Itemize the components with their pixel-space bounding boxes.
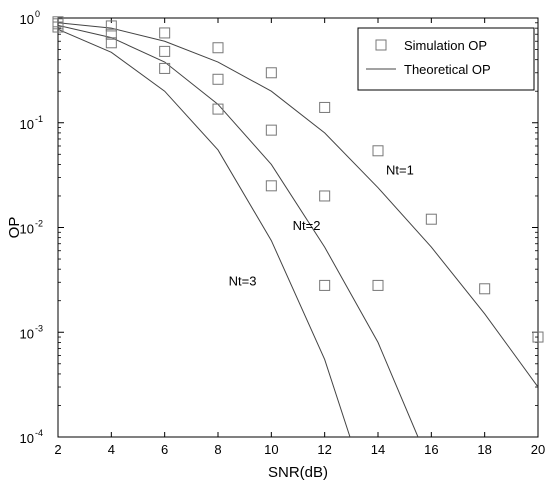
y-tick-label-exponent: 0 (35, 9, 40, 19)
simulation-marker (265, 67, 277, 79)
simulation-markers (52, 16, 544, 343)
simulation-marker (265, 180, 277, 192)
simulation-marker (105, 20, 117, 32)
y-tick-label-base: 10 (20, 12, 34, 27)
theoretical-line-nt-2 (58, 24, 419, 437)
simulation-marker (319, 101, 331, 113)
simulation-marker (212, 73, 224, 85)
x-tick-label: 14 (371, 442, 385, 457)
simulation-marker (159, 45, 171, 57)
legend-label: Simulation OP (404, 38, 487, 53)
y-tick-label-base: 10 (20, 326, 34, 341)
theoretical-line-nt-3 (58, 28, 351, 437)
y-tick-label-exponent: -4 (35, 428, 43, 438)
simulation-marker (425, 213, 437, 225)
simulation-marker (319, 190, 331, 202)
simulation-marker (105, 37, 117, 49)
simulation-marker (52, 21, 64, 33)
y-tick-label-base: 10 (20, 117, 34, 132)
x-axis-title: SNR(dB) (268, 464, 328, 481)
simulation-marker (372, 145, 384, 157)
x-tick-label: 18 (477, 442, 491, 457)
legend-square-marker (375, 39, 387, 51)
theoretical-curves (58, 22, 538, 437)
simulation-marker (265, 124, 277, 136)
simulation-marker (212, 103, 224, 115)
y-tick-label-base: 10 (20, 431, 34, 446)
simulation-marker (319, 279, 331, 291)
x-tick-label: 20 (531, 442, 545, 457)
curve-label: Nt=1 (386, 163, 414, 178)
legend-label: Theoretical OP (404, 62, 491, 77)
curve-annotations: Nt=1 Nt=2 Nt=3 (229, 163, 414, 289)
y-tick-label-exponent: -3 (35, 323, 43, 333)
x-tick-label: 12 (317, 442, 331, 457)
x-tick-label: 6 (161, 442, 168, 457)
simulation-marker (372, 279, 384, 291)
simulation-marker (532, 331, 544, 343)
simulation-marker (212, 42, 224, 54)
legend-box (357, 27, 535, 91)
y-tick-label-exponent: -2 (35, 219, 43, 229)
x-axis-ticks: 2 4 6 8 10 12 14 16 18 20 (54, 18, 545, 457)
simulation-marker (479, 283, 491, 295)
y-tick-label-exponent: -1 (35, 114, 43, 124)
simulation-marker (159, 62, 171, 74)
y-axis-title: OP (6, 217, 23, 239)
x-tick-label: 2 (54, 442, 61, 457)
y-tick-label-base: 10 (20, 222, 34, 237)
x-tick-label: 16 (424, 442, 438, 457)
curve-label: Nt=3 (229, 273, 257, 288)
simulation-marker (159, 27, 171, 39)
x-tick-label: 8 (214, 442, 221, 457)
curve-label: Nt=2 (293, 218, 321, 233)
legend: Simulation OP Theoretical OP (357, 27, 535, 91)
theoretical-line-nt-1 (58, 22, 538, 388)
x-tick-label: 4 (108, 442, 115, 457)
simulation-marker (105, 28, 117, 40)
x-tick-label: 10 (264, 442, 278, 457)
